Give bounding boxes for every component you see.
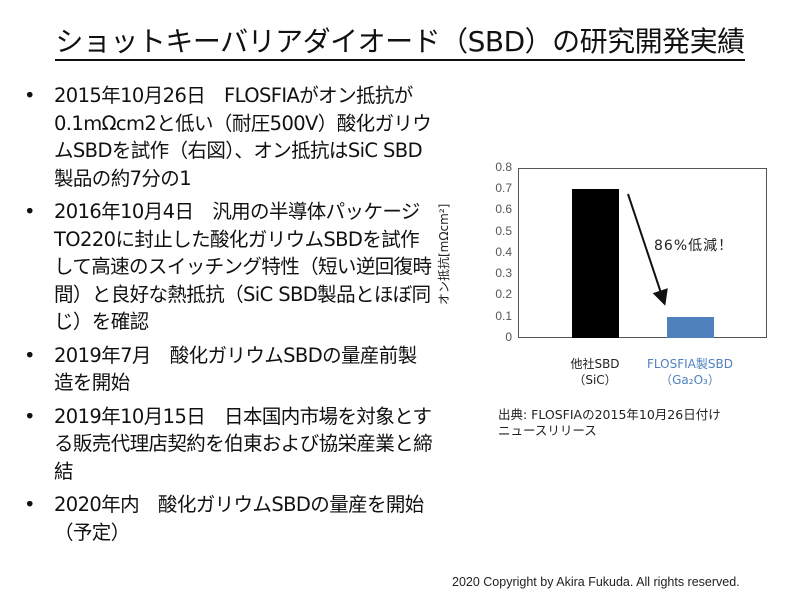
category-label-flosfia: FLOSFIA製SBD （Ga₂O₃）: [630, 356, 750, 388]
bullet-text: 2016年10月4日 汎用の半導体パッケージTO220に封止した酸化ガリウムSB…: [54, 200, 432, 333]
y-tick: 0.8: [495, 160, 512, 174]
category-material: （Ga₂O₃）: [660, 373, 720, 387]
bullet-dot: •: [24, 200, 36, 223]
y-tick: 0.7: [495, 181, 512, 195]
bullet-item: • 2020年内 酸化ガリウムSBDの量産を開始（予定）: [22, 491, 432, 546]
slide-title-text: ショットキーバリアダイオード（SBD）の研究開発実績: [55, 25, 745, 61]
source-note: 出典: FLOSFIAの2015年10月26日付け ニュースリリース: [498, 407, 721, 439]
bullet-item: • 2015年10月26日 FLOSFIAがオン抵抗が0.1mΩcm2と低い（耐圧…: [22, 82, 432, 192]
plot-area: [518, 168, 767, 338]
y-tick: 0.3: [495, 266, 512, 280]
reduction-annotation: 86%低減！: [654, 238, 734, 254]
y-tick: 0.5: [495, 224, 512, 238]
bullet-item: • 2016年10月4日 汎用の半導体パッケージTO220に封止した酸化ガリウムS…: [22, 198, 432, 336]
bullet-item: • 2019年7月 酸化ガリウムSBDの量産前製造を開始: [22, 342, 432, 397]
source-line: ニュースリリース: [498, 423, 597, 438]
y-tick: 0.1: [495, 309, 512, 323]
bullet-text: 2015年10月26日 FLOSFIAがオン抵抗が0.1mΩcm2と低い（耐圧5…: [54, 84, 432, 190]
bullet-item: • 2019年10月15日 日本国内市場を対象とする販売代理店契約を伯東および協栄…: [22, 403, 433, 486]
slide-title: ショットキーバリアダイオード（SBD）の研究開発実績: [0, 20, 800, 61]
bullet-dot: •: [24, 493, 36, 516]
bullet-dot: •: [24, 343, 36, 367]
bullet-dot: •: [24, 404, 36, 428]
category-material: （SiC）: [573, 373, 617, 387]
category-label-sic: 他社SBD （SiC）: [535, 356, 655, 388]
y-tick: 0: [505, 330, 512, 344]
bar-flosfia: [667, 316, 714, 338]
bullet-text: 2020年内 酸化ガリウムSBDの量産を開始（予定）: [54, 493, 424, 544]
copyright-footer: 2020 Copyright by Akira Fukuda. All righ…: [452, 575, 740, 589]
y-tick: 0.2: [495, 287, 512, 301]
source-line: 出典: FLOSFIAの2015年10月26日付け: [498, 407, 721, 422]
bullet-dot: •: [24, 84, 36, 107]
y-tick: 0.4: [495, 245, 512, 259]
bullet-list: • 2015年10月26日 FLOSFIAがオン抵抗が0.1mΩcm2と低い（耐圧…: [22, 82, 433, 552]
category-name: FLOSFIA製SBD: [647, 357, 733, 371]
bullet-text: 2019年10月15日 日本国内市場を対象とする販売代理店契約を伯東および協栄産…: [54, 404, 433, 483]
bullet-text: 2019年7月 酸化ガリウムSBDの量産前製造を開始: [54, 343, 417, 395]
y-tick: 0.6: [495, 202, 512, 216]
bar-sic: [572, 189, 619, 338]
category-name: 他社SBD: [570, 357, 620, 371]
